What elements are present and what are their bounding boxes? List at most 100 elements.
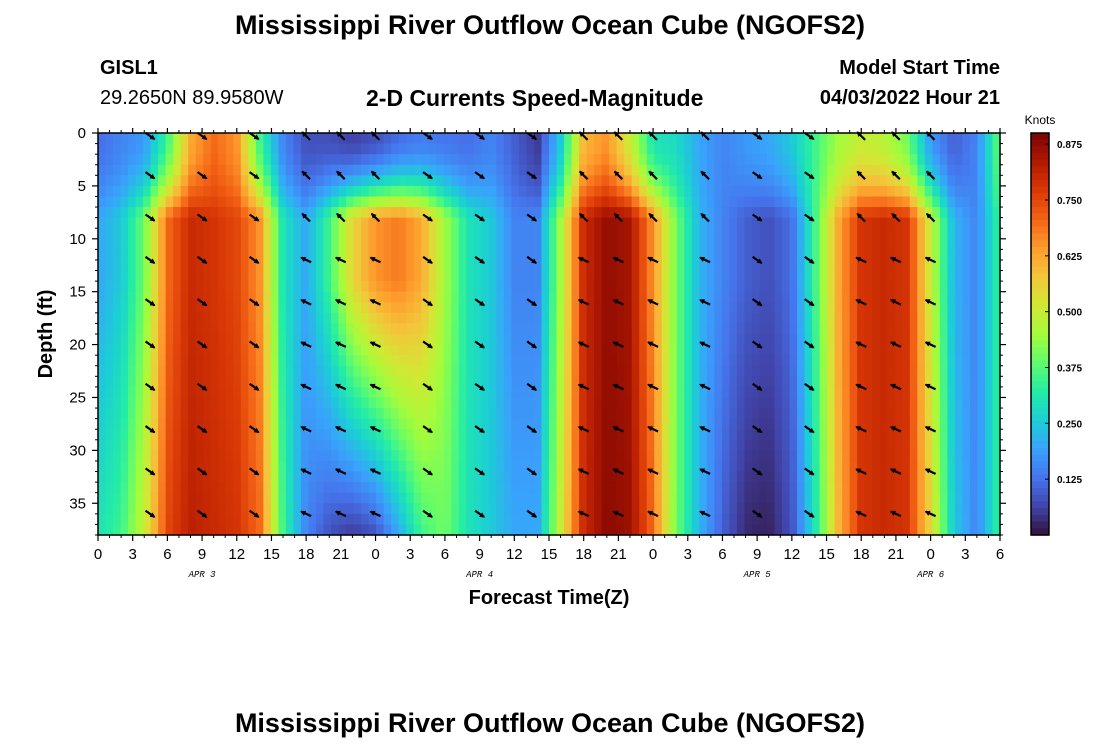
heatmap-cell	[436, 471, 445, 483]
heatmap-cell	[774, 133, 783, 145]
current-vector-arrow	[612, 383, 624, 391]
heatmap-cell	[849, 249, 858, 261]
heatmap-cell	[676, 503, 685, 515]
heatmap-cell	[766, 492, 776, 504]
current-vector-arrow	[300, 256, 312, 264]
heatmap-cell	[331, 386, 340, 399]
heatmap-cell	[917, 450, 926, 462]
heatmap-cell	[954, 460, 964, 473]
heatmap-cell	[556, 471, 565, 483]
heatmap-cell	[812, 291, 821, 303]
heatmap-cell	[406, 196, 415, 208]
heatmap-cell	[368, 196, 377, 208]
heatmap-cell	[932, 207, 941, 219]
heatmap-cell	[180, 429, 189, 441]
heatmap-cell	[894, 281, 903, 293]
heatmap-cell	[135, 281, 144, 293]
heatmap-cell	[270, 503, 279, 515]
heatmap-cell	[413, 503, 422, 515]
heatmap-cell	[842, 524, 851, 536]
heatmap-cell	[218, 429, 227, 441]
heatmap-cell	[624, 376, 633, 388]
heatmap-cell	[962, 513, 971, 526]
heatmap-cell	[654, 323, 663, 335]
heatmap-cell	[797, 164, 806, 176]
heatmap-cell	[706, 418, 715, 430]
heatmap-cell	[857, 439, 866, 451]
heatmap-cell	[376, 376, 385, 388]
heatmap-cell	[218, 207, 227, 219]
heatmap-cell	[691, 334, 700, 346]
heatmap-cell	[729, 471, 738, 483]
heatmap-cell	[293, 334, 302, 346]
heatmap-cell	[143, 471, 152, 483]
heatmap-cell	[285, 429, 295, 441]
heatmap-cell	[601, 344, 610, 356]
heatmap-cell	[827, 207, 836, 219]
heatmap-cell	[654, 482, 663, 494]
heatmap-cell	[954, 386, 964, 399]
heatmap-cell	[639, 249, 648, 261]
heatmap-cell	[533, 291, 543, 303]
heatmap-cell	[661, 143, 670, 155]
heatmap-cell	[857, 270, 866, 282]
heatmap-cell	[473, 429, 482, 441]
current-vector-arrow	[924, 341, 937, 348]
heatmap-cell	[195, 259, 204, 272]
heatmap-cell	[894, 397, 903, 409]
heatmap-cell	[113, 185, 122, 198]
heatmap-cell	[406, 460, 415, 473]
heatmap-cell	[864, 133, 873, 145]
heatmap-cell	[842, 175, 851, 187]
heatmap-cell	[218, 164, 227, 176]
heatmap-cell	[481, 164, 490, 176]
heatmap-cell	[270, 397, 279, 409]
heatmap-cell	[661, 312, 670, 325]
heatmap-cell	[150, 492, 159, 504]
heatmap-cell	[812, 439, 821, 451]
heatmap-cell	[962, 418, 971, 430]
heatmap-cell	[819, 291, 828, 303]
heatmap-cell	[120, 207, 129, 219]
heatmap-cell	[315, 418, 325, 430]
heatmap-cell	[834, 302, 843, 314]
heatmap-cell	[113, 154, 122, 166]
heatmap-cell	[924, 249, 933, 261]
heatmap-cell	[691, 281, 700, 293]
heatmap-cell	[564, 492, 573, 504]
heatmap-cell	[797, 196, 806, 208]
heatmap-cell	[616, 408, 625, 420]
heatmap-cell	[661, 365, 670, 377]
heatmap-cell	[789, 217, 798, 229]
heatmap-cell	[706, 164, 715, 176]
heatmap-cell	[849, 259, 858, 272]
heatmap-cell	[488, 429, 497, 441]
heatmap-cell	[789, 207, 798, 219]
heatmap-cell	[143, 154, 152, 166]
heatmap-cell	[804, 344, 813, 356]
heatmap-cell	[248, 376, 257, 388]
current-vector-arrow	[925, 170, 936, 180]
heatmap-cell	[481, 143, 490, 155]
x-tick-label: 3	[406, 546, 414, 563]
heatmap-cell	[556, 429, 565, 441]
heatmap-cell	[646, 228, 655, 240]
heatmap-cell	[887, 323, 896, 335]
heatmap-cell	[804, 249, 813, 261]
current-vector-arrow	[422, 213, 433, 222]
heatmap-cell	[150, 503, 159, 515]
heatmap-cell	[315, 397, 325, 409]
heatmap-cell	[120, 429, 129, 441]
heatmap-cell	[436, 143, 445, 155]
heatmap-cell	[616, 154, 625, 166]
heatmap-cell	[526, 154, 535, 166]
heatmap-cell	[932, 217, 941, 229]
heatmap-cell	[173, 418, 182, 430]
heatmap-cell	[353, 281, 362, 293]
heatmap-cell	[751, 365, 761, 377]
heatmap-cell	[323, 471, 332, 483]
heatmap-cell	[736, 270, 746, 282]
heatmap-cell	[203, 482, 212, 494]
heatmap-cell	[932, 439, 941, 451]
heatmap-cell	[984, 323, 994, 335]
